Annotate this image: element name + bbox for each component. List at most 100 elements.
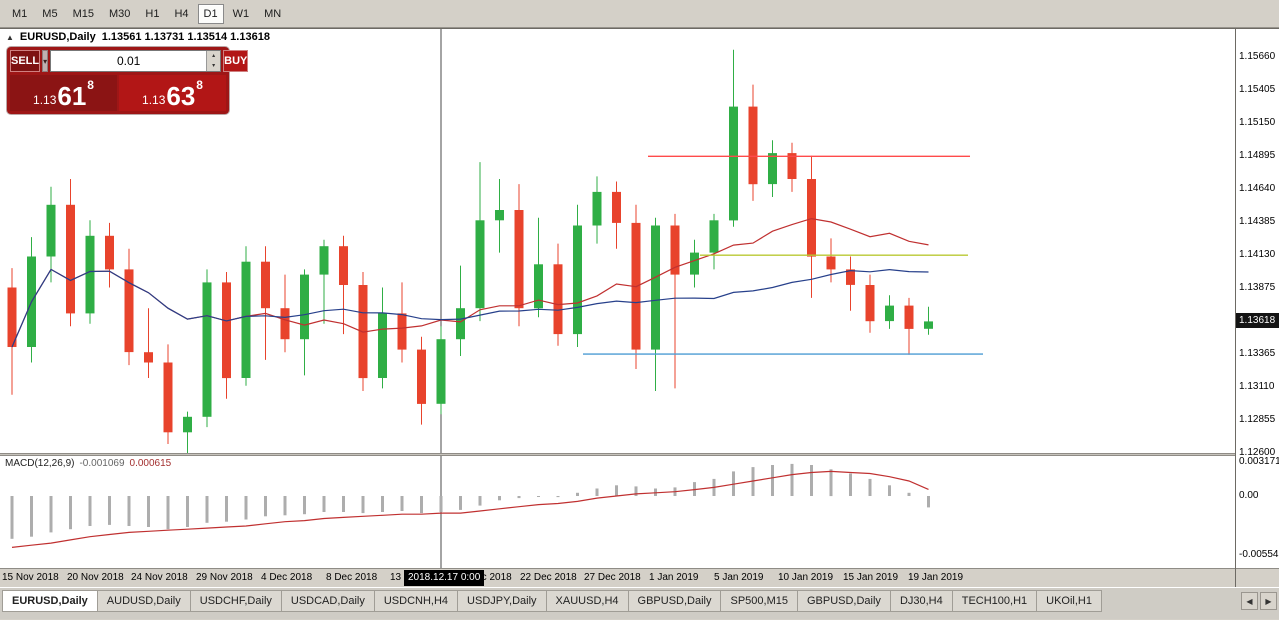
date-axis-label: 15 Nov 2018 (2, 572, 59, 583)
symbol-tab-usdchf-daily[interactable]: USDCHF,Daily (190, 590, 282, 612)
current-price-badge: 1.13618 (1236, 313, 1279, 328)
chart-panes: ▲ EURUSD,Daily 1.13561 1.13731 1.13514 1… (0, 29, 1235, 587)
chevron-down-icon: ▾ (212, 63, 216, 69)
date-axis-label: 24 Nov 2018 (131, 572, 188, 583)
symbol-tab-usdjpy-daily[interactable]: USDJPY,Daily (458, 590, 547, 612)
date-axis: 2018.12.17 0:00 15 Nov 2018 20 Nov 2018 24… (0, 568, 1235, 587)
symbol-tab-gbpusd-daily[interactable]: GBPUSD,Daily (628, 590, 722, 612)
symbol-tab-gbpusd-daily[interactable]: GBPUSD,Daily (797, 590, 891, 612)
tabs-scroll-left-button[interactable]: ◀ (1241, 592, 1258, 610)
price-axis-label: 1.14385 (1239, 216, 1276, 227)
sell-price-pipette: 8 (87, 78, 94, 92)
chart-title: ▲ EURUSD,Daily 1.13561 1.13731 1.13514 1… (6, 31, 270, 43)
symbol-tab-ukoil-h1[interactable]: UKOil,H1 (1037, 590, 1102, 612)
timeframe-button-h4[interactable]: H4 (168, 4, 194, 24)
price-axis: 1.13618 1.15660 1.15405 1.15150 1.14895 1.14… (1235, 29, 1279, 587)
selected-date-marker: 2018.12.17 0:00 (404, 570, 485, 586)
sell-button[interactable]: SELL (10, 50, 41, 72)
axis-corner (1236, 568, 1279, 587)
buy-price-pipette: 8 (196, 78, 203, 92)
price-axis-label: 1.15660 (1239, 51, 1276, 62)
buy-button[interactable]: BUY (223, 50, 249, 72)
date-axis-label: 27 Dec 2018 (584, 572, 641, 583)
arrow-right-icon: ▶ (1265, 596, 1272, 606)
macd-main-value: -0.001069 (79, 458, 125, 469)
macd-axis-label: -0.005543 (1239, 549, 1279, 560)
timeframe-button-m30[interactable]: M30 (103, 4, 136, 24)
date-axis-label: 29 Nov 2018 (196, 572, 253, 583)
price-axis-label: 1.14130 (1239, 249, 1276, 260)
buy-price-pips: 63 (166, 81, 196, 111)
pane-splitter[interactable] (0, 453, 1235, 456)
trade-panel-controls: SELL ▾ ▴ ▾ BUY (10, 50, 249, 72)
date-axis-label: 19 Jan 2019 (908, 572, 964, 583)
price-axis-label: 1.13875 (1239, 282, 1276, 293)
chart-symbol-period: EURUSD,Daily (19, 31, 96, 43)
price-axis-label: 1.13365 (1239, 348, 1276, 359)
timeframe-button-m5[interactable]: M5 (36, 4, 63, 24)
price-axis-label: 1.12600 (1239, 447, 1276, 458)
tabs-scroll-right-button[interactable]: ▶ (1260, 592, 1277, 610)
symbol-tab-xauusd-h4[interactable]: XAUUSD,H4 (546, 590, 629, 612)
date-axis-label: 5 Jan 2019 (714, 572, 764, 583)
symbol-tab-bar: EURUSD,Daily AUDUSD,Daily USDCHF,Daily USDC… (0, 587, 1279, 619)
macd-indicator-label: MACD(12,26,9) -0.001069 0.000615 (5, 458, 171, 469)
sell-price-pips: 61 (57, 81, 87, 111)
symbol-tab-usdcnh-h4[interactable]: USDCNH,H4 (374, 590, 459, 612)
timeframe-toolbar: M1 M5 M15 M30 H1 H4 D1 W1 MN (0, 0, 1279, 28)
price-axis-label: 1.13110 (1239, 381, 1275, 392)
macd-axis-label: 0.003171 (1239, 456, 1279, 467)
price-chart-canvas[interactable] (0, 29, 1235, 453)
symbol-tab-audusd-daily[interactable]: AUDUSD,Daily (97, 590, 191, 612)
macd-pane: MACD(12,26,9) -0.001069 0.000615 (0, 456, 1235, 568)
one-click-trading-panel: SELL ▾ ▴ ▾ BUY 1.13618 (7, 47, 249, 114)
volume-down-button[interactable]: ▾ (207, 61, 221, 71)
timeframe-button-w1[interactable]: W1 (227, 4, 256, 24)
date-axis-label: 8 Dec 2018 (326, 572, 378, 583)
volume-field: ▴ ▾ (50, 50, 222, 72)
date-axis-label: 10 Jan 2019 (778, 572, 834, 583)
symbol-tab-dj30-h4[interactable]: DJ30,H4 (890, 590, 953, 612)
price-axis-label: 1.14895 (1239, 150, 1276, 161)
symbol-tab-tech100-h1[interactable]: TECH100,H1 (952, 590, 1038, 612)
chevron-up-icon: ▴ (212, 53, 216, 59)
macd-chart-canvas[interactable] (0, 456, 1235, 568)
symbol-tab-eurusd-daily[interactable]: EURUSD,Daily (2, 590, 98, 612)
timeframe-button-h1[interactable]: H1 (139, 4, 165, 24)
macd-signal-value: 0.000615 (129, 458, 172, 469)
symbol-tabs: EURUSD,Daily AUDUSD,Daily USDCHF,Daily USDC… (2, 590, 1102, 612)
chart-window: ▲ EURUSD,Daily 1.13561 1.13731 1.13514 1… (0, 28, 1279, 587)
macd-axis-label: 0.00 (1239, 490, 1259, 501)
price-axis-label: 1.15405 (1239, 84, 1276, 95)
price-axis-label: 1.12855 (1239, 414, 1276, 425)
timeframe-button-m1[interactable]: M1 (6, 4, 33, 24)
chart-ohlc-values: 1.13561 1.13731 1.13514 1.13618 (101, 31, 270, 43)
symbol-tab-usdcad-daily[interactable]: USDCAD,Daily (281, 590, 375, 612)
sell-price-bigfigure: 1.13 (33, 93, 57, 107)
volume-dropdown-button[interactable]: ▾ (42, 50, 49, 72)
timeframe-button-m15[interactable]: M15 (67, 4, 100, 24)
macd-name: MACD(12,26,9) (5, 458, 75, 469)
chart-collapse-icon[interactable]: ▲ (6, 32, 14, 42)
date-axis-label: 4 Dec 2018 (261, 572, 313, 583)
price-axis-label: 1.15150 (1239, 117, 1276, 128)
sell-price-display[interactable]: 1.13 61 8 (10, 75, 117, 111)
symbol-tab-sp500-m15[interactable]: SP500,M15 (721, 590, 798, 612)
volume-input[interactable] (51, 51, 207, 71)
price-pane: ▲ EURUSD,Daily 1.13561 1.13731 1.13514 1… (0, 29, 1235, 453)
date-axis-label: 22 Dec 2018 (520, 572, 577, 583)
chevron-down-icon: ▾ (43, 56, 48, 66)
date-axis-label: 20 Nov 2018 (67, 572, 124, 583)
volume-up-button[interactable]: ▴ (207, 51, 221, 61)
arrow-left-icon: ◀ (1246, 596, 1253, 606)
volume-spinner: ▴ ▾ (206, 51, 221, 71)
date-axis-label: 15 Jan 2019 (843, 572, 899, 583)
tab-scroll-buttons: ◀ ▶ (1241, 590, 1277, 610)
buy-price-display[interactable]: 1.13 63 8 (119, 75, 226, 111)
date-axis-label: 1 Jan 2019 (649, 572, 699, 583)
timeframe-button-d1[interactable]: D1 (197, 3, 224, 24)
timeframe-button-mn[interactable]: MN (258, 4, 287, 24)
buy-price-bigfigure: 1.13 (142, 93, 166, 107)
trade-panel-prices: 1.13 61 8 1.13 63 8 (10, 75, 226, 111)
